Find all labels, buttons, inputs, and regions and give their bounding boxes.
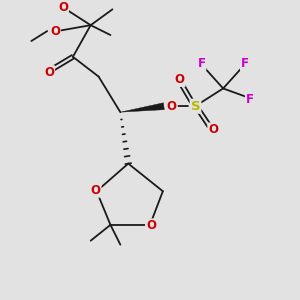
Text: O: O [44,66,54,79]
Text: F: F [241,57,249,70]
Text: O: O [208,124,218,136]
Text: O: O [146,219,156,232]
Text: F: F [197,57,206,70]
Text: O: O [50,25,60,38]
Text: O: O [175,73,185,86]
Text: F: F [246,93,254,106]
Text: S: S [191,100,200,113]
Text: O: O [167,100,177,113]
Text: O: O [58,1,68,14]
Text: O: O [91,184,100,197]
Polygon shape [120,103,164,112]
